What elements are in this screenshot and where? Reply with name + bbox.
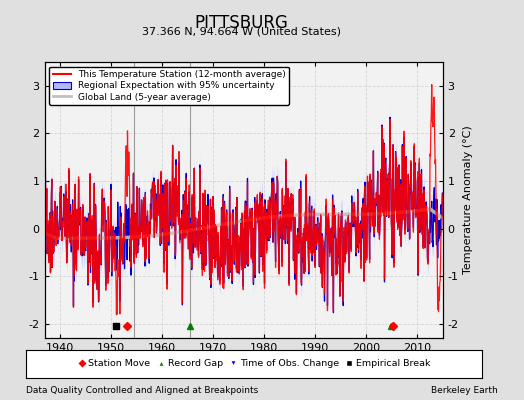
Text: 37.366 N, 94.664 W (United States): 37.366 N, 94.664 W (United States) (141, 26, 341, 36)
Legend: This Temperature Station (12-month average), Regional Expectation with 95% uncer: This Temperature Station (12-month avera… (49, 66, 289, 105)
Text: Berkeley Earth: Berkeley Earth (431, 386, 498, 395)
Y-axis label: Temperature Anomaly (°C): Temperature Anomaly (°C) (463, 126, 473, 274)
Legend: Station Move, Record Gap, Time of Obs. Change, Empirical Break: Station Move, Record Gap, Time of Obs. C… (74, 356, 434, 372)
Text: PITTSBURG: PITTSBURG (194, 14, 288, 32)
Text: Data Quality Controlled and Aligned at Breakpoints: Data Quality Controlled and Aligned at B… (26, 386, 258, 395)
